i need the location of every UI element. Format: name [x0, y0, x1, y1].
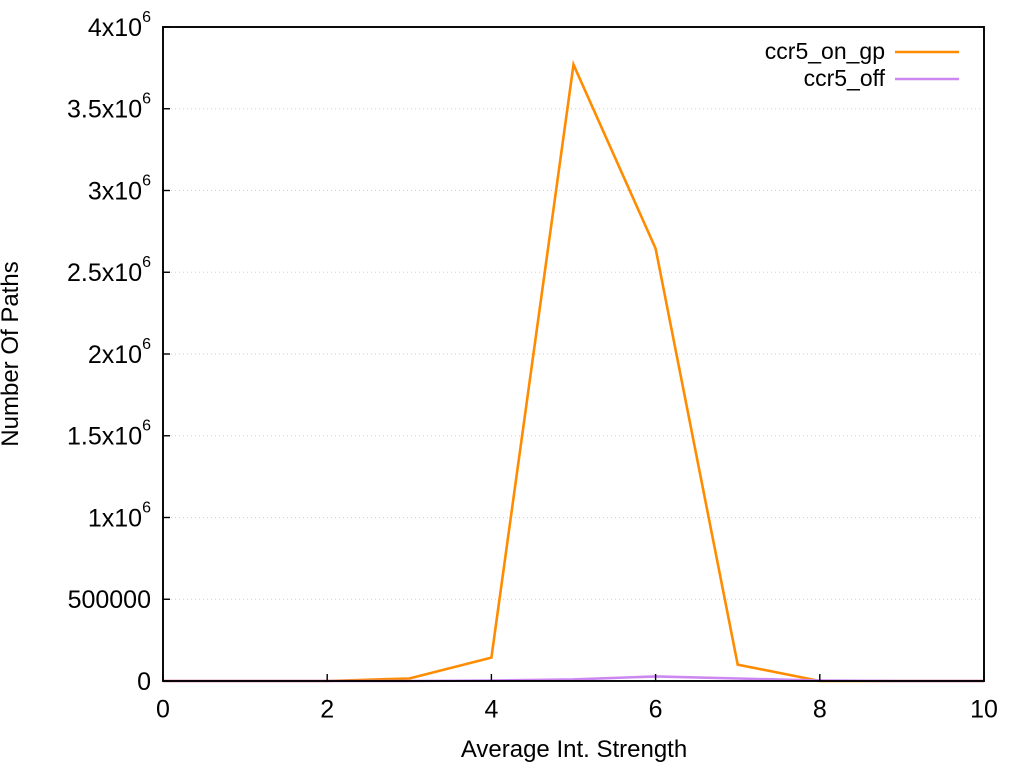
svg-text:4x106: 4x106: [88, 9, 151, 42]
svg-text:2: 2: [320, 696, 334, 724]
svg-text:10: 10: [970, 696, 998, 724]
svg-text:3x106: 3x106: [88, 172, 151, 205]
svg-text:0: 0: [137, 668, 151, 696]
svg-text:1x106: 1x106: [88, 499, 151, 532]
svg-text:Number Of Paths: Number Of Paths: [0, 261, 24, 446]
svg-text:Average Int. Strength: Average Int. Strength: [461, 736, 687, 763]
svg-text:ccr5_on_gp: ccr5_on_gp: [765, 38, 885, 64]
svg-text:1.5x106: 1.5x106: [67, 418, 151, 451]
svg-text:8: 8: [813, 696, 827, 724]
svg-text:3.5x106: 3.5x106: [67, 91, 151, 124]
svg-text:0: 0: [156, 696, 170, 724]
svg-text:6: 6: [649, 696, 663, 724]
svg-text:4: 4: [484, 696, 498, 724]
svg-text:500000: 500000: [68, 586, 151, 614]
svg-text:2.5x106: 2.5x106: [67, 254, 151, 287]
svg-text:ccr5_off: ccr5_off: [804, 65, 886, 91]
svg-text:2x106: 2x106: [88, 336, 151, 369]
